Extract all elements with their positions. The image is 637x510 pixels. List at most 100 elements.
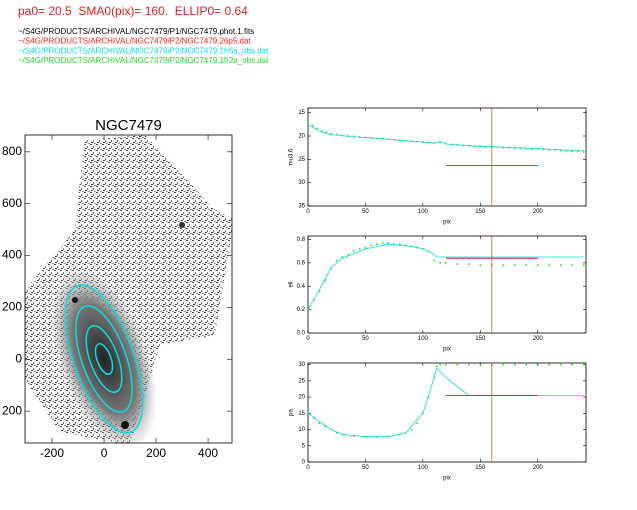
star — [72, 297, 78, 303]
file-path: ~/S4G/PRODUCTS/ARCHIVAL/NGC7479/P2/NGC74… — [18, 46, 269, 55]
data-point — [502, 363, 505, 366]
x-tick-label: 0 — [306, 465, 310, 471]
data-point — [427, 396, 430, 398]
data-line — [307, 123, 584, 152]
panel-title: NGC7479 — [95, 117, 162, 134]
x-tick-label: 400 — [198, 446, 218, 460]
data-point — [445, 363, 447, 366]
data-point — [353, 135, 355, 138]
x-tick-label: 100 — [418, 209, 429, 215]
x-tick-label: 0 — [306, 209, 310, 215]
data-point — [456, 363, 459, 366]
x-axis-label: pix — [443, 220, 451, 226]
x-tick-label: 0 — [101, 446, 108, 460]
x-axis-label: pix — [443, 347, 451, 353]
x-tick-label: 100 — [418, 336, 429, 342]
data-point — [433, 259, 436, 262]
file-path: ~/S4G/PRODUCTS/ARCHIVAL/NGC7479/P2/NGC74… — [18, 37, 251, 46]
data-point — [335, 259, 338, 262]
y-tick-label: 30 — [298, 362, 305, 368]
x-tick-label: 150 — [475, 465, 486, 471]
y-tick-label: 600 — [2, 196, 22, 210]
x-tick-label: 50 — [362, 209, 369, 215]
data-point — [312, 417, 315, 419]
data-point — [353, 250, 355, 252]
data-point — [571, 363, 574, 366]
x-tick-label: 100 — [418, 465, 429, 471]
star — [179, 222, 185, 228]
file-path: ~/S4G/PRODUCTS/ARCHIVAL/NGC7479/P2/NGC74… — [18, 56, 269, 65]
data-point — [536, 264, 539, 267]
data-point — [439, 141, 441, 144]
y-tick-label: 0.6 — [297, 260, 306, 266]
data-point — [577, 150, 579, 153]
data-point — [316, 127, 318, 130]
y-tick-label: 0.4 — [297, 284, 306, 290]
y-tick-label: 15 — [298, 110, 305, 116]
x-tick-label: 200 — [146, 446, 166, 460]
data-point — [548, 149, 551, 151]
data-point — [324, 425, 327, 428]
panel: 0 50 100 150 200 0.0 0.2 0.4 0.6 0.8 pix ell — [289, 235, 587, 353]
data-point — [502, 146, 505, 149]
data-point — [571, 264, 574, 267]
data-point — [559, 149, 562, 152]
data-point — [565, 150, 568, 152]
data-point — [571, 150, 574, 153]
data-point — [479, 264, 482, 267]
data-point — [582, 363, 585, 366]
data-point — [435, 365, 438, 368]
data-point — [554, 149, 556, 151]
x-tick-label: 150 — [475, 336, 486, 342]
data-point — [318, 290, 321, 292]
y-tick-label: 20 — [298, 395, 305, 401]
data-point — [582, 264, 585, 267]
data-point — [502, 264, 505, 267]
data-point — [393, 243, 395, 245]
y-tick-label: 5 — [302, 443, 306, 449]
panel: 0 50 100 150 200 0 5 10 15 20 25 30 pix pa — [289, 362, 587, 482]
data-point — [311, 124, 314, 127]
data-point — [456, 263, 459, 265]
data-point — [513, 264, 516, 267]
data-point — [318, 422, 321, 424]
data-point — [479, 363, 482, 366]
x-tick-label: 200 — [533, 336, 544, 342]
y-tick-label: 25 — [298, 378, 305, 384]
isophotes — [64, 284, 144, 434]
y-tick-label: 0 — [15, 351, 22, 365]
data-point — [468, 363, 470, 366]
data-point — [536, 363, 539, 366]
y-tick-label: 0 — [302, 460, 306, 466]
data-point — [335, 431, 338, 434]
data-point — [324, 279, 327, 282]
y-tick-label: 200 — [2, 403, 22, 417]
y-tick-label: 35 — [298, 204, 305, 210]
plot-frame — [307, 235, 587, 334]
y-axis-label: mu3.6 — [289, 148, 295, 165]
y-tick-label: 15 — [298, 411, 305, 417]
data-point — [559, 264, 562, 267]
x-tick-label: 200 — [533, 465, 544, 471]
x-axis-label: pix — [443, 476, 451, 482]
data-point — [399, 243, 401, 245]
data-point — [320, 130, 323, 132]
data-point — [307, 121, 309, 123]
x-tick-label: 0 — [306, 336, 310, 342]
y-tick-label: 10 — [298, 427, 305, 433]
data-point — [325, 131, 328, 134]
galaxy-image — [25, 135, 232, 443]
panel: NGC7479 -200 0 200 400 200 0 200 400 600 800 — [2, 117, 233, 460]
data-point — [330, 132, 332, 135]
data-point — [410, 428, 413, 431]
data-point — [439, 363, 441, 366]
y-axis-label: ell — [289, 281, 295, 287]
data-point — [548, 363, 551, 366]
data-line — [307, 367, 584, 438]
header-title: pa0= 20.5 SMA0(pix)= 160. ELLIP0= 0.64 — [18, 4, 248, 18]
data-point — [416, 422, 418, 424]
y-tick-label: 0.8 — [297, 237, 306, 243]
data-point — [525, 264, 528, 267]
isophote — [64, 284, 144, 434]
